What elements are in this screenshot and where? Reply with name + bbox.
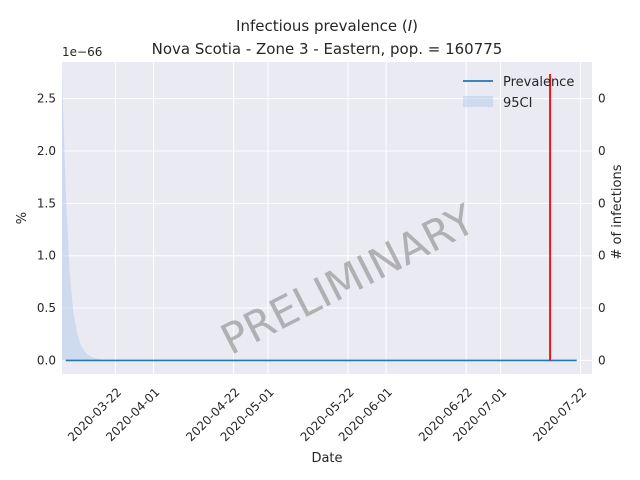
y-tick-label-right: 0 bbox=[598, 353, 606, 367]
y-offset-label: 1e−66 bbox=[62, 45, 102, 59]
y-tick-label: 1.5 bbox=[37, 196, 56, 210]
chart-title-line1: Infectious prevalence (I) bbox=[236, 17, 418, 35]
chart-title: Infectious prevalence (I) Nova Scotia - … bbox=[152, 17, 503, 58]
chart-title-line2: Nova Scotia - Zone 3 - Eastern, pop. = 1… bbox=[152, 40, 503, 58]
y-tick-label-right: 0 bbox=[598, 196, 606, 210]
legend-swatch-95ci bbox=[463, 96, 493, 107]
y-tick-labels: 0.0 0.5 1.0 1.5 2.0 2.5 bbox=[37, 92, 56, 368]
plot-area bbox=[62, 62, 592, 374]
y-tick-label-right: 0 bbox=[598, 249, 606, 263]
y-tick-label: 0.0 bbox=[37, 353, 56, 367]
ci-band bbox=[62, 72, 108, 361]
y-tick-labels-right: 0 0 0 0 0 0 bbox=[598, 92, 606, 368]
legend: Prevalence 95CI bbox=[463, 75, 574, 111]
legend-label-prevalence: Prevalence bbox=[503, 75, 574, 90]
y-axis-label: % bbox=[15, 212, 30, 224]
y-tick-label: 0.5 bbox=[37, 301, 56, 315]
x-axis-label: Date bbox=[311, 451, 342, 466]
y-tick-label: 2.0 bbox=[37, 144, 56, 158]
y-axis-label-right: # of infections bbox=[610, 164, 625, 259]
legend-label-95ci: 95CI bbox=[503, 96, 532, 111]
y-tick-label-right: 0 bbox=[598, 301, 606, 315]
y-tick-label-right: 0 bbox=[598, 144, 606, 158]
ci-band-layer bbox=[62, 72, 108, 361]
y-tick-label-right: 0 bbox=[598, 92, 606, 106]
x-tick-label: 2020-07-22 bbox=[530, 385, 589, 444]
y-tick-label: 1.0 bbox=[37, 249, 56, 263]
y-tick-label: 2.5 bbox=[37, 92, 56, 106]
